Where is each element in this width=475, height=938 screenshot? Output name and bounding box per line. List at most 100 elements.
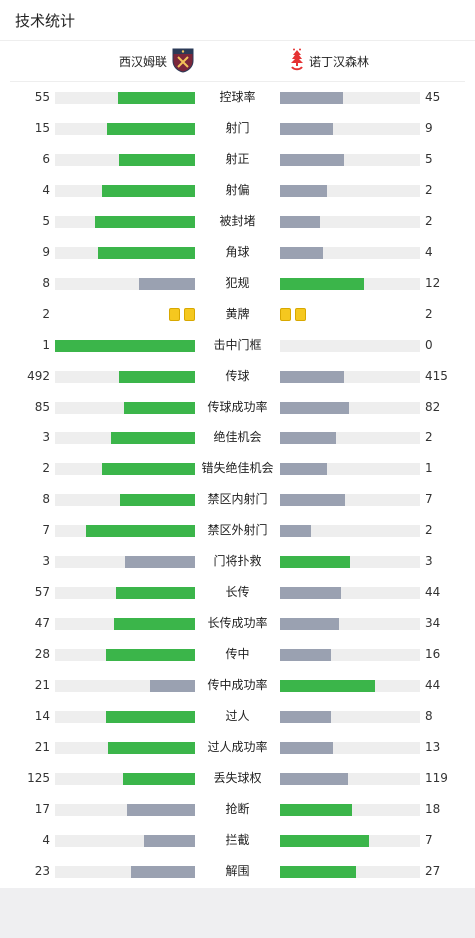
away-stat-value: 45 [425, 90, 441, 104]
home-stat-value: 55 [34, 90, 50, 104]
yellow-card-icon [280, 307, 291, 321]
stat-row: 5 被封堵 2 [0, 206, 475, 237]
stat-label: 禁区外射门 [207, 523, 268, 538]
away-stat-bar [280, 339, 420, 352]
home-stat-bar [55, 370, 195, 383]
stat-row: 23 解围 27 [0, 856, 475, 887]
stat-row: 6 射正 5 [0, 144, 475, 175]
away-stat-bar [280, 370, 420, 383]
home-stat-value: 4 [42, 832, 50, 847]
home-stat-value: 492 [27, 368, 50, 383]
nottingham-forest-crest-icon [290, 48, 304, 75]
home-stat-bar [55, 834, 195, 847]
stat-row: 8 禁区内射门 7 [0, 484, 475, 515]
stat-row: 21 过人成功率 13 [0, 732, 475, 763]
home-stat-value: 5 [42, 213, 50, 228]
stat-row: 9 角球 4 [0, 237, 475, 268]
away-stat-value: 34 [425, 616, 441, 631]
stat-row: 7 禁区外射门 2 [0, 515, 475, 546]
away-stat-bar-fill [280, 556, 350, 569]
away-stat-bar-fill [280, 277, 364, 290]
away-stat-value: 4 [425, 244, 433, 259]
yellow-card-icon [169, 307, 180, 321]
away-stat-bar [280, 772, 420, 785]
away-stat-value: 9 [425, 120, 433, 135]
home-stat-bar [55, 772, 195, 785]
home-stat-bar [55, 649, 195, 662]
stat-label: 长传成功率 [207, 616, 268, 631]
away-stat-value: 2 [425, 430, 433, 445]
away-stat-value: 13 [425, 740, 441, 755]
away-stat-bar [280, 246, 420, 259]
away-stat-bar [280, 742, 420, 755]
away-stat-bar-fill [280, 834, 369, 847]
away-stat-bar-fill [280, 742, 333, 755]
home-stat-bar [55, 277, 195, 290]
away-stat-bar [280, 153, 420, 166]
home-stat-bar [55, 215, 195, 228]
away-stat-bar [280, 401, 420, 414]
stat-label: 禁区内射门 [207, 492, 268, 507]
home-stat-bar [55, 153, 195, 166]
home-stat-bar-fill [86, 525, 195, 538]
home-stat-value: 4 [42, 182, 50, 197]
stat-row: 21 传中成功率 44 [0, 670, 475, 701]
home-stat-bar [55, 463, 195, 476]
stat-row: 28 传中 16 [0, 639, 475, 670]
home-stat-bar [55, 865, 195, 878]
stat-row: 492 传球 415 [0, 361, 475, 392]
home-stat-bar [55, 92, 195, 104]
away-stat-bar-fill [280, 525, 311, 538]
home-stat-bar [55, 618, 195, 631]
away-stat-bar-fill [280, 772, 348, 785]
stat-label: 解围 [225, 863, 250, 878]
home-stat-bar [55, 494, 195, 507]
away-stat-bar-fill [280, 494, 345, 507]
stat-label: 射偏 [225, 182, 250, 197]
away-team-name: 诺丁汉森林 [309, 54, 370, 69]
away-yellow-cards [280, 307, 306, 321]
home-stat-value: 2 [42, 306, 50, 321]
home-stat-value: 28 [34, 647, 50, 662]
away-stat-bar [280, 803, 420, 816]
away-stat-bar [280, 556, 420, 569]
page-title: 技术统计 [15, 11, 76, 30]
yellow-card-icon [295, 307, 306, 321]
home-stat-bar-fill [111, 432, 195, 445]
away-stat-bar [280, 525, 420, 538]
home-stat-bar-fill [95, 215, 195, 228]
home-stat-value: 1 [42, 337, 50, 352]
away-stat-bar-fill [280, 587, 341, 600]
home-team-name: 西汉姆联 [118, 54, 167, 69]
away-stat-bar [280, 215, 420, 228]
stat-label: 过人 [225, 709, 250, 724]
stat-label: 射门 [225, 120, 250, 135]
stats-card: 技术统计 西汉姆联 [0, 0, 475, 888]
home-stat-bar [55, 803, 195, 816]
away-team[interactable]: 诺丁汉森林 [290, 48, 369, 75]
home-stat-value: 85 [34, 399, 50, 414]
home-stat-value: 15 [34, 120, 50, 135]
away-stat-value: 2 [425, 213, 433, 228]
stat-label: 传中 [225, 647, 250, 662]
home-stat-bar [55, 339, 195, 352]
home-stat-bar-fill [120, 494, 195, 507]
stat-row: 17 抢断 18 [0, 794, 475, 825]
west-ham-crest-icon [171, 47, 195, 76]
home-stat-value: 7 [42, 523, 50, 538]
home-stat-bar-fill [106, 649, 195, 662]
home-stat-bar-fill [107, 122, 195, 135]
home-stat-bar-fill [55, 339, 195, 352]
stat-label: 角球 [225, 244, 250, 259]
away-stat-bar [280, 834, 420, 847]
home-stat-value: 125 [27, 770, 50, 785]
away-stat-value: 415 [425, 368, 448, 383]
home-stat-bar [55, 742, 195, 755]
stat-row: 3 门将扑救 3 [0, 546, 475, 577]
home-team[interactable]: 西汉姆联 [119, 47, 195, 76]
away-stat-bar [280, 587, 420, 600]
stat-row: 14 过人 8 [0, 701, 475, 732]
home-stat-value: 3 [42, 554, 50, 569]
home-stat-value: 2 [42, 461, 50, 476]
away-stat-value: 2 [425, 182, 433, 197]
